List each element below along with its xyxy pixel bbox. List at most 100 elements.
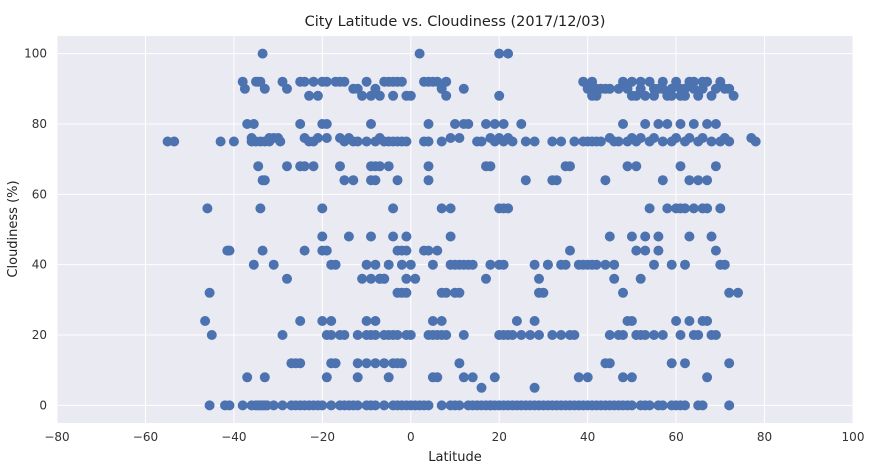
data-point	[622, 161, 633, 172]
data-point	[259, 175, 270, 186]
data-points	[162, 48, 761, 411]
data-point	[595, 136, 606, 147]
data-point	[370, 400, 381, 411]
data-point	[702, 372, 713, 383]
data-point	[569, 136, 580, 147]
data-point	[710, 330, 721, 340]
data-point	[662, 203, 673, 214]
data-point	[516, 330, 527, 340]
data-point	[520, 175, 531, 186]
y-tick-label: 80	[32, 117, 47, 131]
data-point	[653, 245, 664, 256]
data-point	[308, 161, 319, 172]
y-tick-label: 100	[24, 47, 47, 61]
data-point	[295, 358, 306, 369]
data-point	[436, 316, 447, 326]
data-point	[706, 231, 717, 242]
data-point	[640, 231, 651, 242]
data-point	[688, 203, 699, 214]
data-point	[728, 90, 739, 101]
data-point	[626, 90, 637, 101]
data-point	[268, 259, 279, 270]
data-point	[680, 358, 690, 369]
data-point	[295, 316, 306, 326]
data-point	[578, 76, 589, 87]
data-point	[454, 287, 465, 298]
data-point	[370, 330, 381, 340]
data-point	[680, 259, 690, 270]
data-point	[684, 175, 695, 186]
data-point	[481, 119, 491, 129]
data-point	[710, 119, 721, 129]
data-point	[348, 175, 359, 186]
data-point	[693, 330, 704, 340]
data-point	[239, 83, 250, 94]
data-point	[516, 119, 527, 129]
data-point	[458, 330, 469, 340]
data-point	[379, 273, 390, 284]
data-point	[242, 372, 253, 383]
data-point	[657, 175, 668, 186]
x-tick-label: 80	[757, 430, 772, 444]
x-tick-label: 20	[492, 430, 507, 444]
y-tick-label: 60	[32, 187, 47, 201]
data-point	[560, 259, 571, 270]
data-point	[640, 90, 651, 101]
data-point	[481, 273, 491, 284]
data-point	[248, 119, 259, 129]
data-point	[565, 161, 575, 172]
data-point	[441, 330, 452, 340]
data-point	[317, 231, 328, 242]
data-point	[702, 203, 713, 214]
data-point	[268, 400, 279, 411]
data-point	[600, 259, 611, 270]
data-point	[675, 161, 686, 172]
plot-background	[57, 36, 853, 423]
data-point	[436, 203, 447, 214]
data-point	[556, 330, 567, 340]
data-point	[352, 330, 363, 340]
data-point	[503, 203, 514, 214]
data-point	[379, 358, 390, 369]
data-point	[405, 330, 416, 340]
data-point	[282, 83, 292, 94]
data-point	[432, 245, 443, 256]
data-point	[657, 136, 668, 147]
x-tick-label: 100	[842, 430, 865, 444]
data-point	[423, 161, 434, 172]
data-point	[343, 231, 354, 242]
data-point	[719, 259, 730, 270]
data-point	[312, 133, 323, 143]
data-point	[525, 330, 536, 340]
data-point	[644, 400, 655, 411]
data-point	[485, 259, 496, 270]
data-point	[427, 259, 438, 270]
data-point	[335, 161, 345, 172]
data-point	[609, 273, 620, 284]
data-point	[556, 136, 567, 147]
y-tick-label: 20	[32, 328, 47, 342]
data-point	[613, 136, 624, 147]
data-point	[458, 372, 469, 383]
data-point	[396, 259, 407, 270]
data-point	[317, 316, 328, 326]
data-point	[259, 372, 270, 383]
data-point	[618, 372, 628, 383]
data-point	[410, 273, 421, 284]
data-point	[282, 273, 292, 284]
data-point	[693, 175, 704, 186]
data-point	[366, 231, 376, 242]
data-point	[631, 161, 642, 172]
data-point	[357, 90, 368, 101]
data-point	[697, 133, 708, 143]
data-point	[215, 136, 226, 147]
data-point	[534, 273, 544, 284]
data-point	[706, 136, 717, 147]
y-tick-label: 40	[32, 258, 47, 272]
data-point	[374, 161, 385, 172]
data-point	[282, 161, 292, 172]
x-tick-label: −20	[310, 430, 335, 444]
data-point	[388, 90, 399, 101]
data-point	[401, 231, 412, 242]
